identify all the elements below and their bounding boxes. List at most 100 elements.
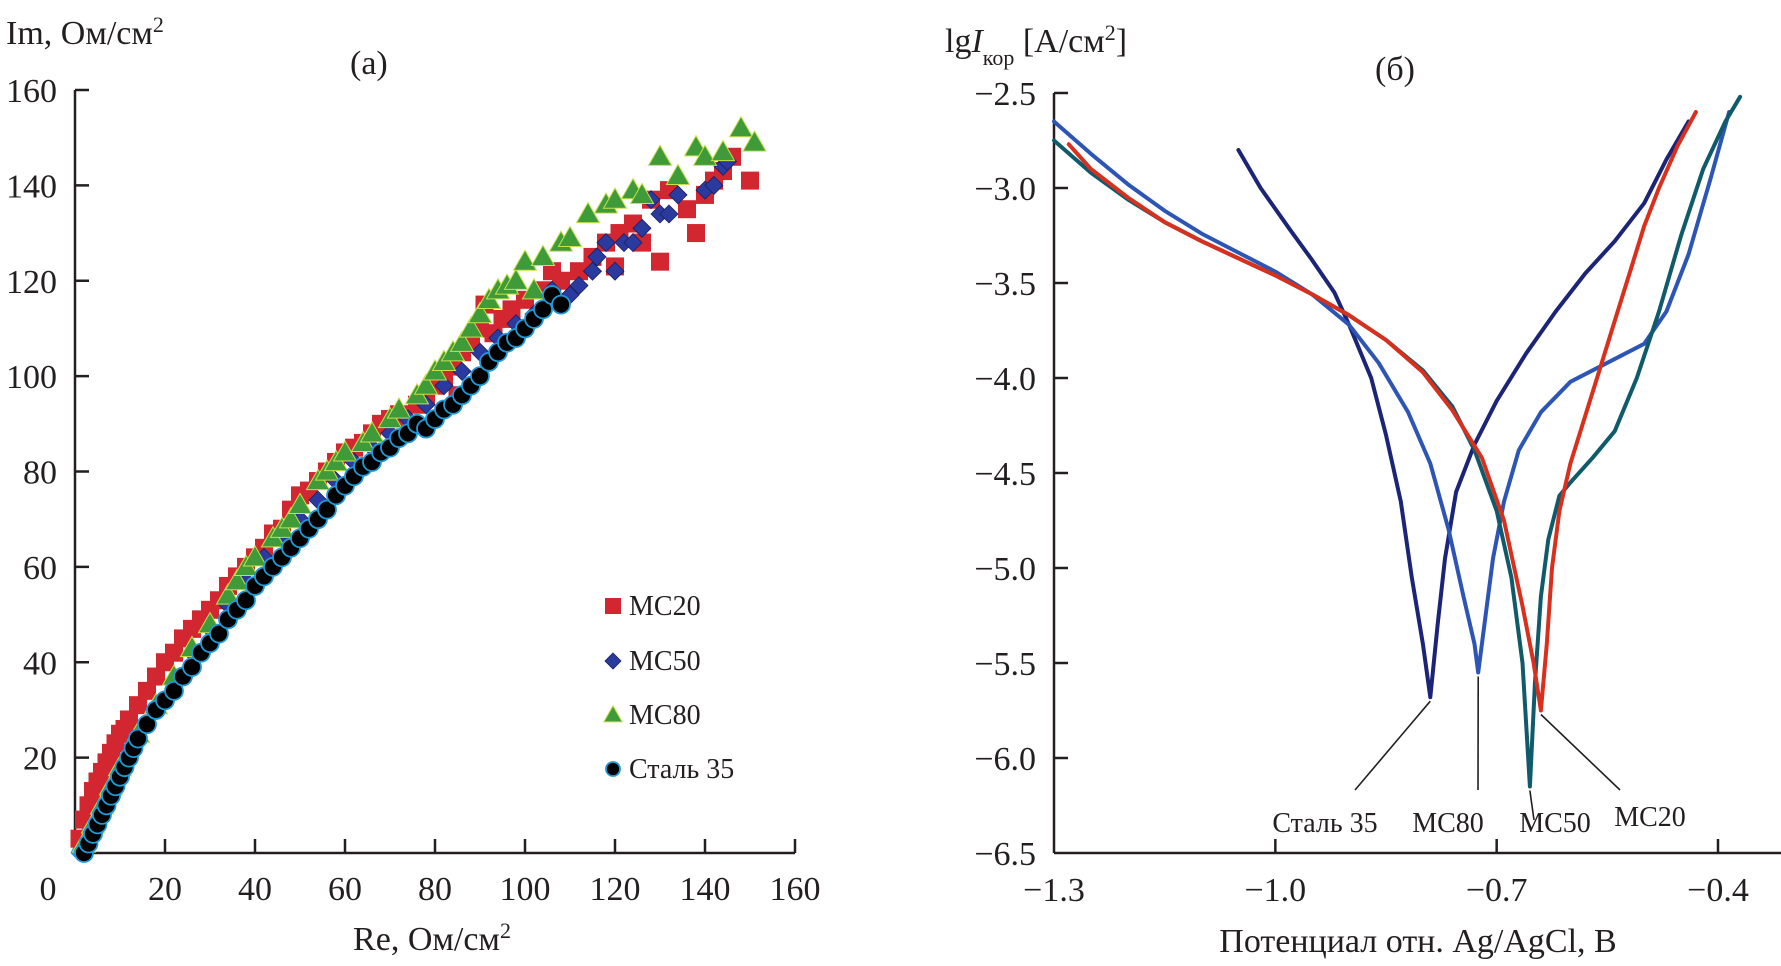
legend-marker [605, 761, 621, 777]
panel-b-ylabel: lgIкор [А/см2] [945, 20, 1127, 70]
legend-marker [605, 598, 621, 614]
panel-a-y-tick-label: 100 [6, 359, 57, 396]
panel-b-axes: −2.5 −3.0 −3.5 −4.0 −4.5 −5.0 −5.5 −6.0 −6.5−1.3… [974, 76, 1781, 909]
data-point [530, 244, 556, 267]
data-point [467, 301, 493, 324]
legend-label: Сталь 35 [629, 754, 734, 785]
panel-a-y-tick-label: 160 [6, 73, 57, 110]
data-point [236, 590, 256, 611]
panel-a-nyquist-plot: Im, Ом/см2 (a) 20 40 60 80 100 120 140 160 0 20 40… [6, 12, 821, 959]
panel-a-points [70, 115, 767, 863]
panel-a-y-tick-label: 40 [23, 645, 57, 682]
panel-a-axes: 20 40 60 80 100 120 140 160 0 20 40 60 80 100 120 140 16… [6, 73, 821, 908]
panel-b-xlabel: Потенциал отн. Ag/AgCl, В [1219, 923, 1616, 960]
annotation-label: Сталь 35 [1272, 808, 1377, 839]
legend-label: МС20 [629, 591, 701, 622]
data-point [120, 710, 138, 729]
series-сталь-35 [74, 285, 571, 863]
data-point [359, 420, 385, 443]
panel-a-x-tick-label: 40 [238, 871, 272, 908]
panel-a-x-tick-label: 20 [148, 871, 182, 908]
series-мс50 [74, 151, 738, 858]
data-point [128, 728, 148, 749]
data-point [651, 252, 669, 271]
data-point [728, 115, 754, 138]
annotation-leader [1354, 700, 1431, 791]
panel-b-label: (б) [1375, 51, 1415, 88]
panel-a-x-tick-label: 100 [500, 871, 551, 908]
panel-a-y-tick-label: 140 [6, 168, 57, 205]
data-point [569, 275, 589, 296]
data-point [182, 657, 202, 677]
series-мс20 [70, 147, 759, 848]
panel-a-ylabel-sup: 2 [153, 12, 164, 37]
annotation-leader [1540, 713, 1621, 791]
data-point [557, 225, 583, 247]
data-point [332, 439, 358, 462]
curve-мс80 [1052, 110, 1732, 675]
panel-b-x-tick-label: −0.7 [1466, 872, 1528, 909]
data-point [551, 294, 571, 315]
panel-b-tafel-plot: lgIкор [А/см2] (б) −2.5−3.0−3.5−4.0−4.5−… [945, 20, 1781, 960]
panel-a-x-tick-label: 0 [40, 871, 57, 908]
panel-a-y-tick-label: 80 [23, 455, 57, 492]
panel-a-y-tick-label: 120 [6, 264, 57, 301]
legend-marker [602, 704, 624, 723]
data-point [533, 299, 553, 320]
data-point [668, 185, 688, 205]
annotation-label: МС20 [1614, 802, 1686, 833]
data-point [587, 247, 607, 267]
data-point [278, 506, 304, 529]
data-point [138, 681, 156, 700]
legend-label: МС50 [629, 646, 701, 677]
data-point [147, 667, 165, 686]
data-point [317, 499, 337, 520]
panel-a-ylabel: Im, Ом/см2 [6, 12, 164, 53]
data-point [742, 129, 767, 152]
panel-b-y-tick-label: −3.0 [974, 171, 1036, 208]
data-point [678, 200, 696, 219]
legend-label: МС80 [629, 700, 701, 731]
data-point [596, 233, 616, 253]
data-point [602, 187, 628, 209]
panel-a-x-tick-label: 80 [418, 871, 452, 908]
panel-b-x-tick-label: −0.4 [1687, 872, 1749, 909]
data-point [623, 233, 643, 253]
panel-b-y-tick-label: −5.0 [974, 551, 1036, 588]
panel-a-x-tick-label: 160 [770, 871, 821, 908]
panel-b-y-tick-label: −4.0 [974, 361, 1036, 398]
panel-a-label: (a) [350, 45, 388, 82]
data-point [458, 315, 484, 338]
panel-b-y-tick-label: −5.5 [974, 646, 1036, 683]
series-мс80 [71, 115, 767, 853]
annotation-label: МС80 [1412, 808, 1484, 839]
data-point [224, 568, 250, 591]
panel-a-x-tick-label: 120 [590, 871, 641, 908]
data-point [503, 268, 529, 290]
data-point [632, 218, 652, 238]
annotation-label: МС50 [1519, 808, 1591, 839]
data-point [470, 366, 490, 387]
data-point [605, 261, 625, 281]
panel-a-xlabel: Re, Ом/см2 [353, 918, 511, 959]
data-point [287, 492, 313, 515]
data-point [659, 204, 679, 224]
panel-b-y-tick-label: −4.5 [974, 456, 1036, 493]
curve-мс20 [1066, 110, 1698, 713]
data-point [449, 330, 475, 352]
panel-b-x-tick-label: −1.0 [1244, 872, 1306, 909]
data-point [137, 714, 157, 735]
annotation-leader [1529, 790, 1535, 821]
data-point [165, 643, 183, 662]
data-point [512, 249, 538, 271]
data-point [521, 277, 547, 300]
panel-b-curves [1052, 94, 1743, 789]
data-point [215, 582, 241, 605]
data-point [129, 696, 147, 715]
data-point [209, 623, 229, 644]
data-point [164, 680, 184, 701]
data-point [710, 139, 736, 162]
data-point [629, 182, 655, 205]
panel-b-y-tick-label: −6.0 [974, 741, 1036, 778]
